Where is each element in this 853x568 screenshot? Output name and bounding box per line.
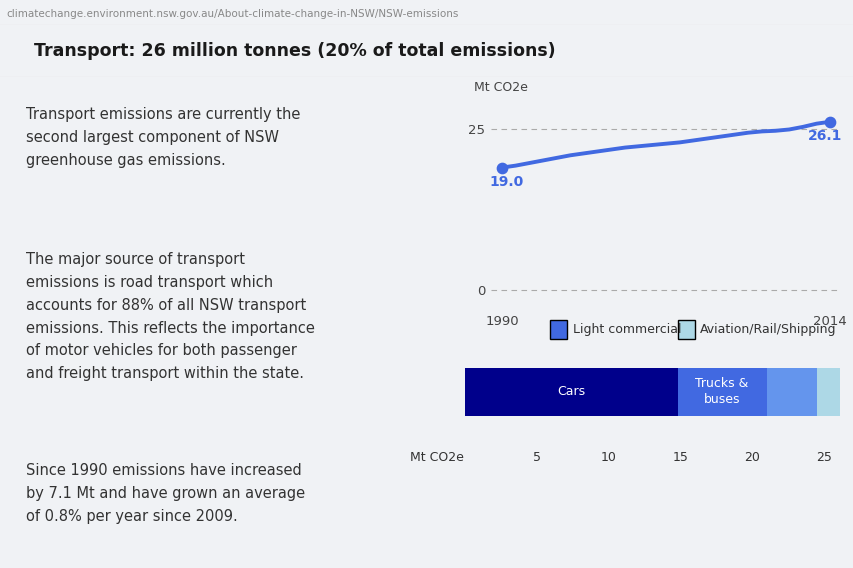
Bar — [815, 368, 838, 416]
Text: The major source of transport
emissions is road transport which
accounts for 88%: The major source of transport emissions … — [26, 252, 314, 381]
Point — [822, 117, 836, 126]
Text: climatechange.environment.nsw.gov.au/About-climate-change-in-NSW/NSW-emissions: climatechange.environment.nsw.gov.au/Abo… — [7, 9, 459, 19]
Bar — [465, 368, 677, 416]
Bar — [677, 368, 766, 416]
Bar — [766, 368, 815, 416]
Text: 26.1: 26.1 — [807, 129, 841, 143]
FancyBboxPatch shape — [549, 320, 566, 339]
Text: 19.0: 19.0 — [489, 174, 523, 189]
Text: Transport emissions are currently the
second largest component of NSW
greenhouse: Transport emissions are currently the se… — [26, 107, 299, 168]
Text: Cars: Cars — [557, 386, 585, 398]
Text: 10: 10 — [601, 451, 616, 463]
Text: Trucks &
buses: Trucks & buses — [694, 377, 748, 407]
Text: 5: 5 — [532, 451, 541, 463]
Text: 15: 15 — [672, 451, 688, 463]
Text: Since 1990 emissions have increased
by 7.1 Mt and have grown an average
of 0.8% : Since 1990 emissions have increased by 7… — [26, 463, 305, 524]
Text: 25: 25 — [815, 451, 831, 463]
Point — [495, 163, 508, 172]
Text: Light commercial: Light commercial — [572, 323, 680, 336]
FancyBboxPatch shape — [677, 320, 693, 339]
Text: 20: 20 — [744, 451, 759, 463]
Text: Mt CO2e: Mt CO2e — [473, 81, 527, 94]
Text: Aviation/Rail/Shipping: Aviation/Rail/Shipping — [699, 323, 836, 336]
Text: Transport: 26 million tonnes (20% of total emissions): Transport: 26 million tonnes (20% of tot… — [34, 42, 555, 60]
Text: Mt CO2e: Mt CO2e — [409, 451, 463, 463]
